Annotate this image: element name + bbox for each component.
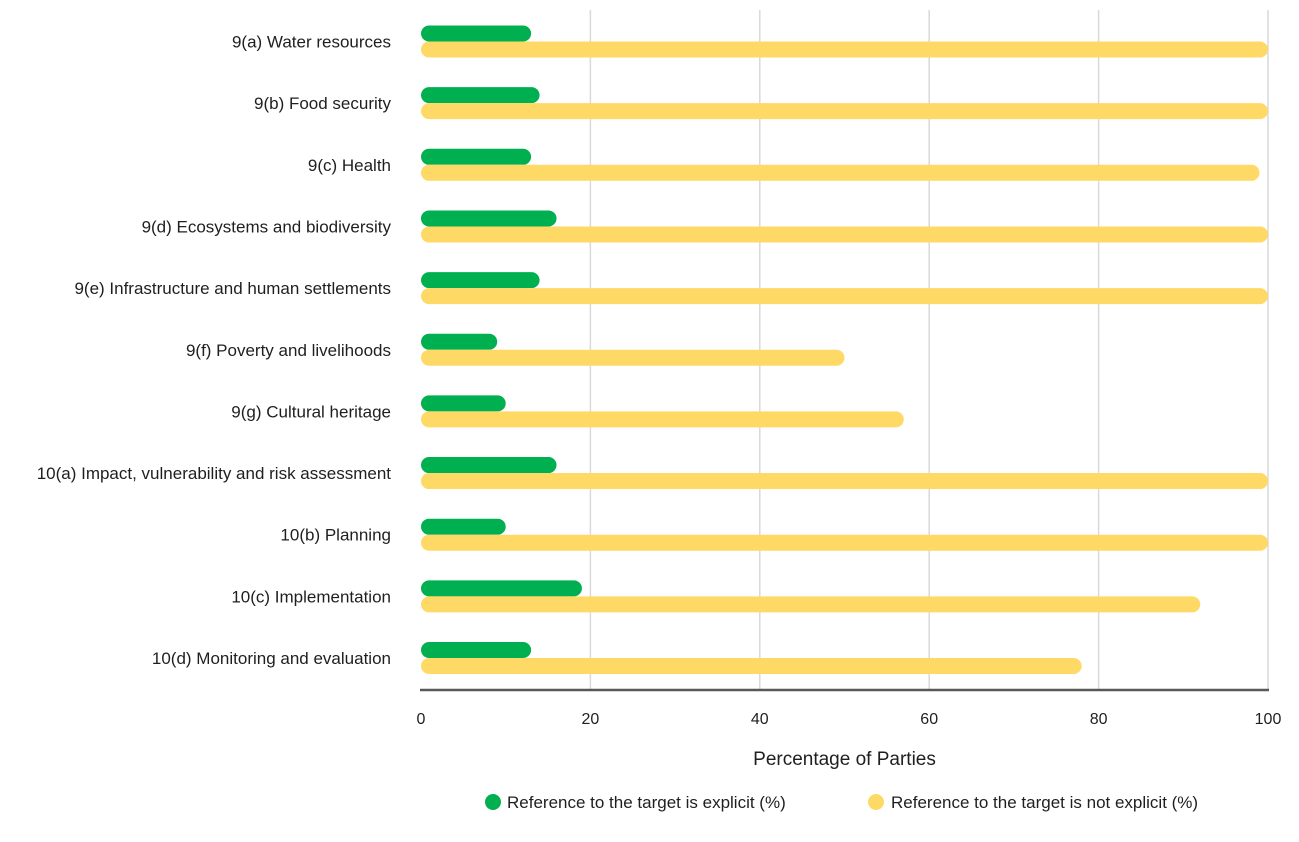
bar-not-explicit <box>421 473 1268 490</box>
x-tick-label: 60 <box>920 711 938 728</box>
bar-not-explicit <box>421 658 1082 674</box>
bar-explicit <box>421 642 532 658</box>
category-label: 10(a) Impact, vulnerability and risk ass… <box>37 464 392 483</box>
bars <box>421 25 1268 674</box>
category-label: 10(b) Planning <box>280 526 391 545</box>
category-label: 9(b) Food security <box>254 94 391 113</box>
category-label: 9(c) Health <box>308 156 391 175</box>
category-label: 9(g) Cultural heritage <box>231 402 391 421</box>
x-tick-label: 80 <box>1090 711 1108 728</box>
bar-not-explicit <box>421 596 1201 613</box>
category-label: 9(d) Ecosystems and biodiversity <box>142 217 392 236</box>
bar-explicit <box>421 148 532 165</box>
bar-not-explicit <box>421 288 1268 305</box>
bar-explicit <box>421 210 557 227</box>
bar-not-explicit <box>421 41 1268 58</box>
bar-not-explicit <box>421 349 845 366</box>
bar-explicit <box>421 87 540 104</box>
legend-label: Reference to the target is not explicit … <box>891 793 1198 812</box>
x-tick-label: 0 <box>417 711 426 728</box>
bar-explicit <box>421 25 532 42</box>
gridlines <box>589 10 1269 690</box>
bar-not-explicit <box>421 411 904 428</box>
bar-not-explicit <box>421 534 1268 551</box>
bar-explicit <box>421 580 582 597</box>
category-label: 9(f) Poverty and livelihoods <box>186 341 391 360</box>
bar-explicit <box>421 457 557 474</box>
category-labels: 9(a) Water resources 9(b) Food security 9(… <box>37 33 392 669</box>
x-tick-label: 100 <box>1255 711 1282 728</box>
x-tick-label: 40 <box>751 711 769 728</box>
legend-marker <box>485 794 501 810</box>
x-tick-label: 20 <box>582 711 600 728</box>
bar-explicit <box>421 395 506 412</box>
x-axis-title: Percentage of Parties <box>753 749 936 770</box>
bar-not-explicit <box>421 226 1268 243</box>
bar-not-explicit <box>421 164 1260 181</box>
legend: Reference to the target is explicit (%) R… <box>485 793 1198 812</box>
bar-explicit <box>421 518 506 535</box>
category-label: 9(a) Water resources <box>232 33 391 52</box>
category-label: 10(c) Implementation <box>231 587 391 606</box>
x-tick-labels: 0 20 40 60 80 100 <box>417 711 1282 728</box>
category-label: 9(e) Infrastructure and human settlement… <box>74 279 391 298</box>
category-label: 10(d) Monitoring and evaluation <box>152 649 391 668</box>
bar-explicit <box>421 333 498 350</box>
bar-not-explicit <box>421 103 1268 120</box>
bar-explicit <box>421 272 540 289</box>
legend-marker <box>868 794 884 810</box>
legend-label: Reference to the target is explicit (%) <box>507 793 786 812</box>
